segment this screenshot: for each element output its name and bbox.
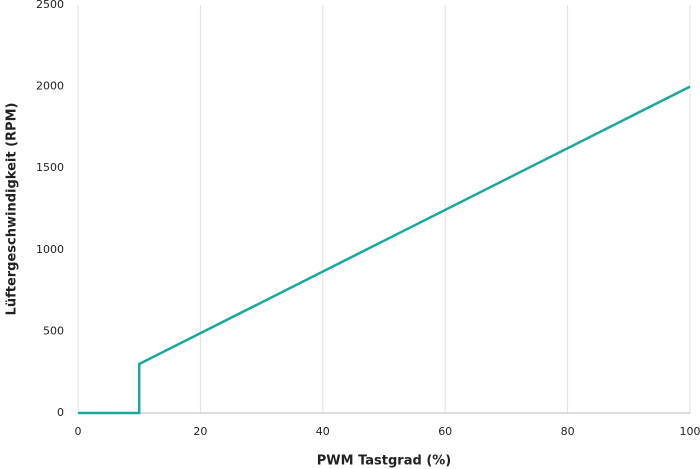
y-axis-title: Lüftergeschwindigkeit (RPM) — [5, 103, 20, 316]
line — [78, 85, 691, 415]
x-tick-label: 20 — [193, 425, 207, 438]
x-tick-label: 0 — [75, 425, 82, 438]
y-tick-label: 1000 — [36, 243, 64, 256]
x-tick-label: 40 — [316, 425, 330, 438]
y-tick-label: 2000 — [36, 80, 64, 93]
x-tick-label: 60 — [438, 425, 452, 438]
x-tick-label: 80 — [561, 425, 575, 438]
y-tick-label: 0 — [57, 406, 64, 419]
x-tick-label: 100 — [680, 425, 700, 438]
y-tick-label: 1500 — [36, 161, 64, 174]
x-axis-title: PWM Tastgrad (%) — [317, 454, 451, 469]
y-tick-label: 500 — [43, 324, 64, 337]
y-tick-label: 2500 — [36, 0, 64, 11]
